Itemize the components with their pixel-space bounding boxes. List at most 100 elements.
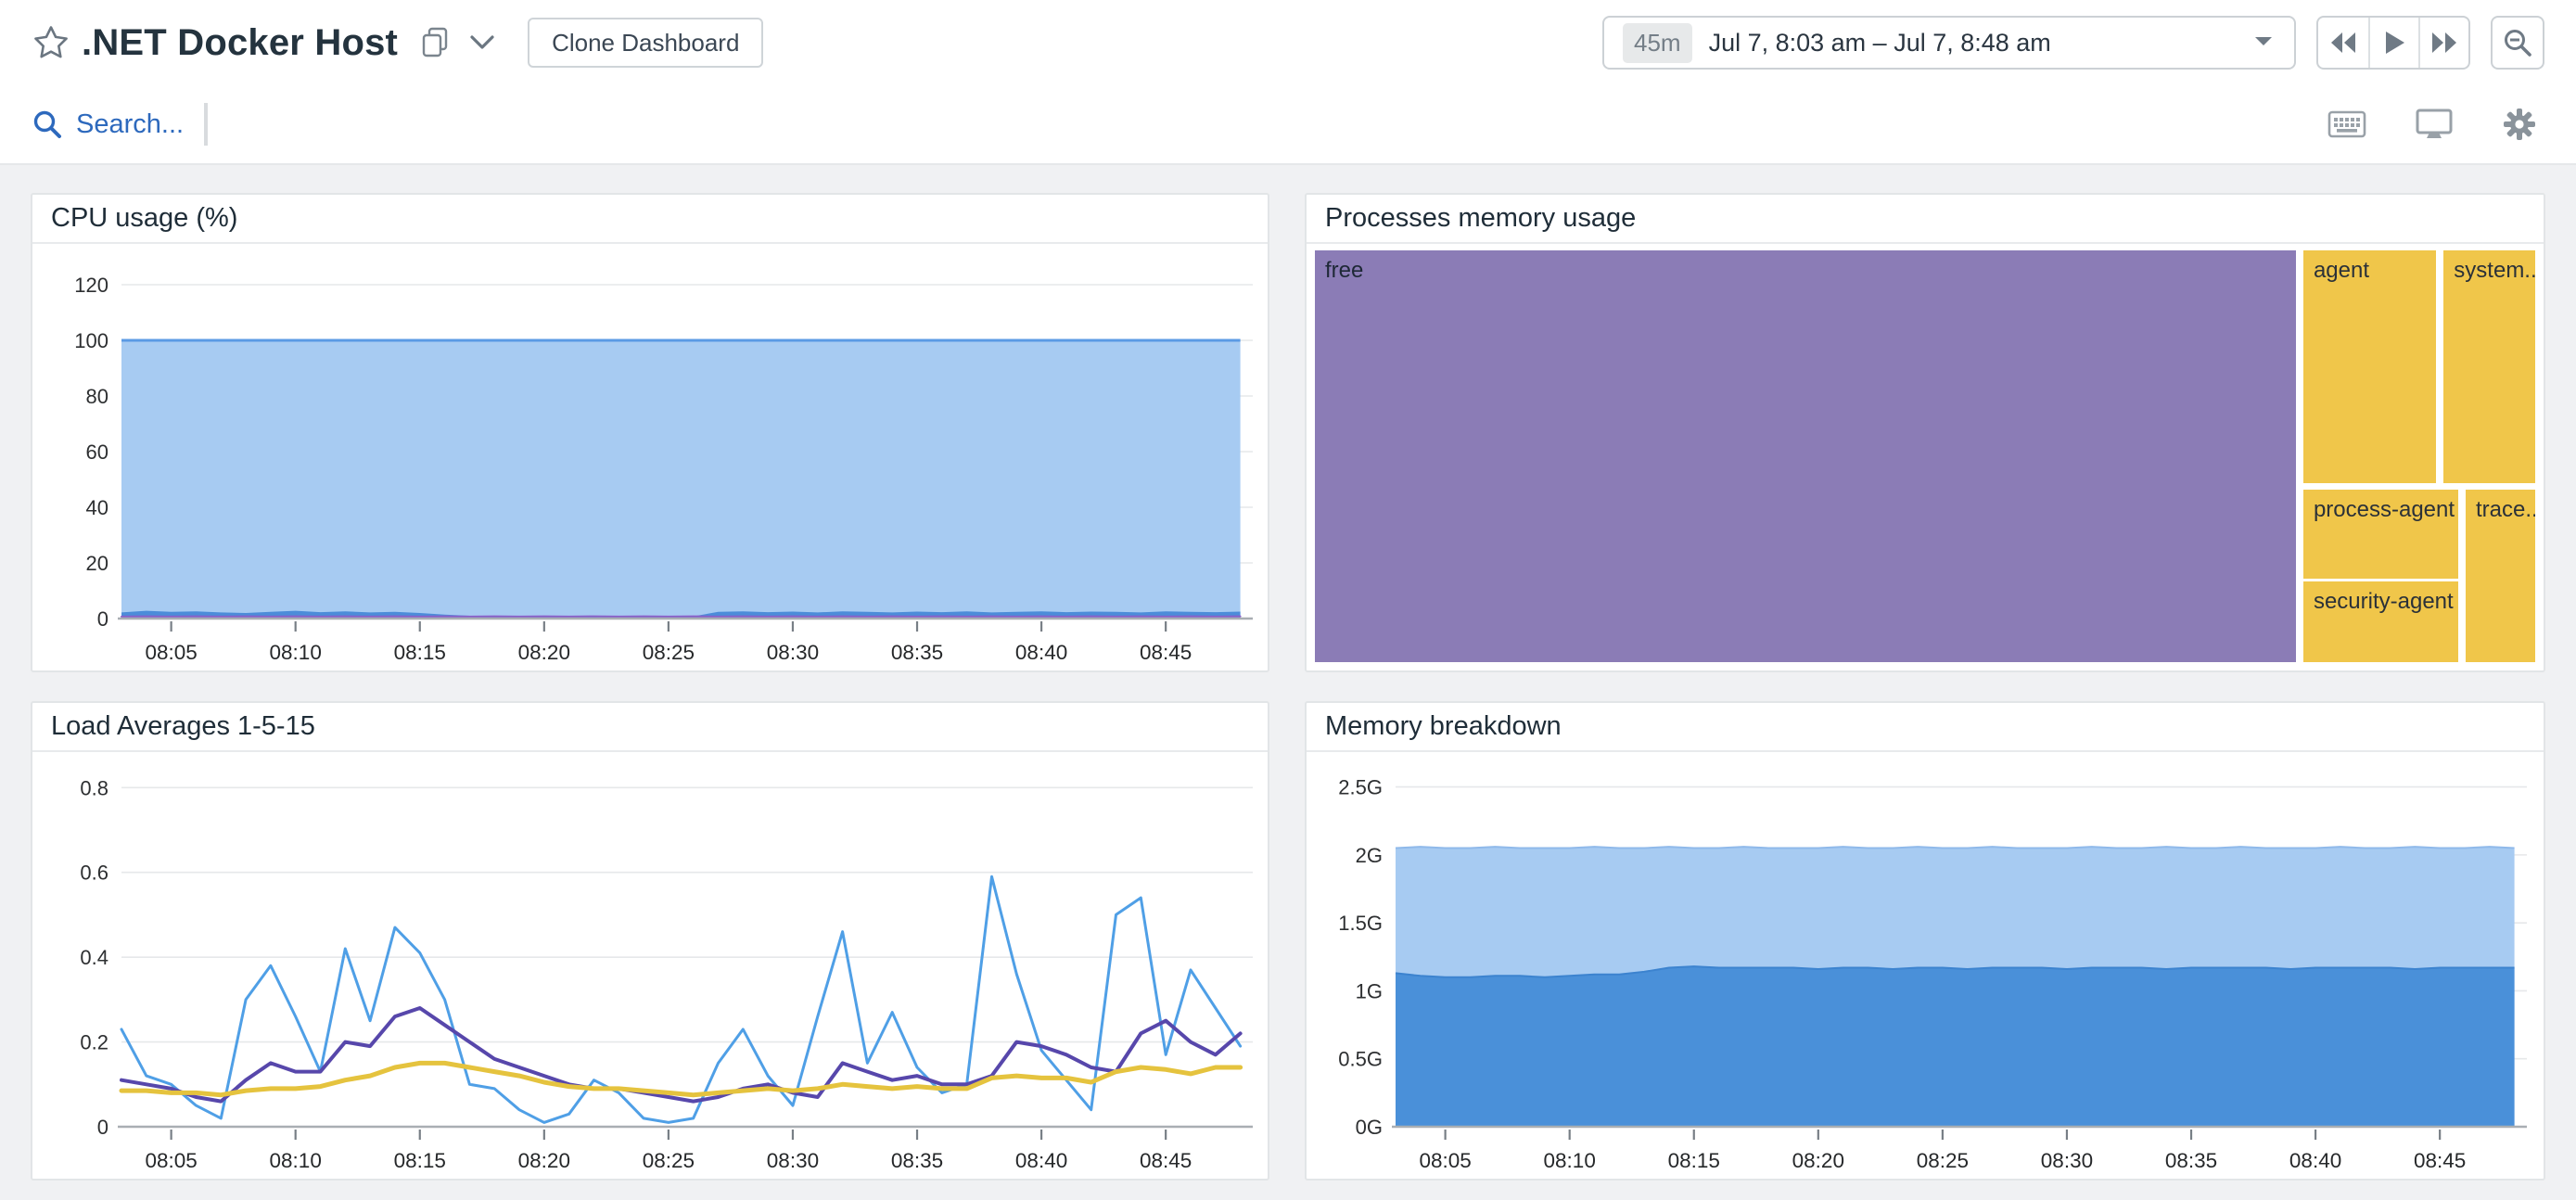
treemap-block-agent[interactable]: agent	[2302, 250, 2437, 483]
fast-forward-icon	[2432, 32, 2456, 53]
svg-text:08:15: 08:15	[394, 1149, 446, 1172]
svg-text:0: 0	[97, 1116, 108, 1139]
svg-text:0.4: 0.4	[80, 946, 108, 969]
time-nav-group	[2316, 16, 2470, 70]
treemap-block-label: free	[1325, 258, 1364, 283]
treemap-container: free agent system... process-agent trace... s…	[1315, 250, 2535, 662]
svg-text:1.5G: 1.5G	[1338, 912, 1383, 935]
treemap-block-label: trace...	[2475, 496, 2535, 522]
svg-text:08:20: 08:20	[518, 1149, 570, 1172]
search-input[interactable]: Search...	[32, 103, 209, 146]
rewind-icon	[2331, 32, 2355, 53]
copy-title-button[interactable]	[418, 24, 453, 61]
toolbar-row: Search...	[0, 85, 2576, 165]
star-icon	[34, 26, 68, 58]
keyboard-icon	[2327, 110, 2366, 138]
svg-text:08:30: 08:30	[2041, 1149, 2093, 1172]
top-bar: .NET Docker Host Clone Dashboard 45m Jul…	[0, 0, 2576, 165]
treemap-block-trace[interactable]: trace...	[2465, 489, 2535, 662]
svg-text:1G: 1G	[1356, 979, 1383, 1002]
svg-text:100: 100	[74, 329, 108, 352]
svg-text:60: 60	[86, 440, 108, 464]
time-range-select[interactable]: 45m Jul 7, 8:03 am – Jul 7, 8:48 am	[1602, 16, 2296, 70]
panel-title-memory: Memory breakdown	[1325, 711, 1562, 741]
svg-text:08:20: 08:20	[518, 641, 570, 664]
search-placeholder: Search...	[76, 109, 185, 139]
panel-processes-memory: Processes memory usage free agent system..…	[1305, 193, 2545, 672]
panel-header: CPU usage (%)	[32, 195, 1268, 244]
treemap-block-security-agent[interactable]: security-agent	[2302, 581, 2459, 662]
cpu-usage-chart[interactable]: 0 20 40 60 80 100 120 08:05 08:10 08:15 08:20 08:25…	[32, 244, 1268, 670]
svg-text:0: 0	[97, 607, 108, 631]
search-cursor-divider	[204, 103, 209, 146]
zoom-out-icon	[2505, 30, 2531, 57]
time-range-badge: 45m	[1623, 22, 1692, 63]
treemap-block-label: agent	[2313, 258, 2370, 283]
svg-text:08:40: 08:40	[1015, 641, 1067, 664]
svg-text:08:15: 08:15	[1668, 1149, 1720, 1172]
svg-text:08:05: 08:05	[145, 641, 197, 664]
svg-text:08:35: 08:35	[891, 1149, 943, 1172]
panel-cpu-usage: CPU usage (%) 0 20 40 60 80 100 120 08:05 08:10 0…	[31, 193, 1269, 672]
play-icon	[2386, 32, 2404, 54]
time-play-button[interactable]	[2368, 18, 2418, 68]
treemap-block-label: system...	[2454, 258, 2535, 283]
treemap-block-free[interactable]: free	[1315, 250, 2297, 662]
toolbar-icons	[2320, 107, 2544, 142]
copy-icon	[422, 27, 448, 57]
caret-down-icon	[2251, 32, 2276, 54]
dashboard-grid: CPU usage (%) 0 20 40 60 80 100 120 08:05 08:10 0…	[0, 165, 2576, 1200]
svg-text:08:35: 08:35	[891, 641, 943, 664]
page-title: .NET Docker Host	[82, 21, 399, 63]
title-menu-button[interactable]	[468, 33, 496, 52]
processes-treemap[interactable]: free agent system... process-agent trace... s…	[1307, 244, 2544, 670]
svg-text:08:30: 08:30	[767, 1149, 819, 1172]
svg-text:08:10: 08:10	[270, 1149, 322, 1172]
treemap-block-label: process-agent	[2313, 496, 2455, 522]
svg-text:80: 80	[86, 385, 108, 408]
svg-text:0G: 0G	[1356, 1116, 1383, 1139]
panel-header: Load Averages 1-5-15	[32, 703, 1268, 752]
panel-title-processes: Processes memory usage	[1325, 203, 1637, 233]
favorite-star-button[interactable]	[32, 23, 70, 62]
settings-button[interactable]	[2502, 107, 2537, 142]
svg-text:20: 20	[86, 552, 108, 575]
svg-text:2.5G: 2.5G	[1338, 776, 1383, 799]
svg-text:0.5G: 0.5G	[1338, 1048, 1383, 1071]
svg-text:08:15: 08:15	[394, 641, 446, 664]
gear-icon	[2504, 109, 2535, 140]
shortcuts-button[interactable]	[2327, 109, 2366, 139]
monitor-icon	[2416, 109, 2453, 138]
time-backward-button[interactable]	[2318, 18, 2368, 68]
svg-text:2G: 2G	[1356, 844, 1383, 867]
svg-text:08:25: 08:25	[643, 641, 695, 664]
panel-title-load: Load Averages 1-5-15	[51, 711, 315, 741]
svg-text:08:10: 08:10	[270, 641, 322, 664]
search-icon	[33, 110, 61, 138]
load-averages-chart[interactable]: 0 0.2 0.4 0.6 0.8 08:05 08:10 08:15 08:20 08:25 08…	[32, 752, 1268, 1179]
chevron-down-icon	[470, 35, 494, 49]
panel-title-cpu: CPU usage (%)	[51, 203, 238, 233]
time-forward-button[interactable]	[2418, 18, 2468, 68]
svg-text:08:45: 08:45	[2414, 1149, 2466, 1172]
time-zoom-out-button[interactable]	[2491, 16, 2544, 70]
svg-text:08:40: 08:40	[1015, 1149, 1067, 1172]
svg-text:08:25: 08:25	[643, 1149, 695, 1172]
svg-text:40: 40	[86, 496, 108, 519]
panel-memory-breakdown: Memory breakdown 0G 0.5G 1G 1.5G 2G 2.5G 08:05…	[1305, 701, 2545, 1181]
svg-text:08:30: 08:30	[767, 641, 819, 664]
panel-header: Memory breakdown	[1307, 703, 2544, 752]
svg-text:0.8: 0.8	[80, 776, 108, 799]
treemap-block-system[interactable]: system...	[2443, 250, 2535, 483]
treemap-block-process-agent[interactable]: process-agent	[2302, 489, 2459, 579]
svg-text:08:45: 08:45	[1140, 641, 1192, 664]
tv-mode-button[interactable]	[2415, 108, 2454, 141]
clone-dashboard-button[interactable]: Clone Dashboard	[528, 18, 764, 68]
svg-text:08:35: 08:35	[2165, 1149, 2217, 1172]
memory-breakdown-chart[interactable]: 0G 0.5G 1G 1.5G 2G 2.5G 08:05 08:10 08:15 08:20 08…	[1307, 752, 2544, 1179]
time-range-label: Jul 7, 8:03 am – Jul 7, 8:48 am	[1708, 28, 2051, 57]
svg-text:0.6: 0.6	[80, 862, 108, 885]
title-row: .NET Docker Host Clone Dashboard 45m Jul…	[0, 0, 2576, 85]
svg-text:08:40: 08:40	[2289, 1149, 2341, 1172]
svg-text:08:45: 08:45	[1140, 1149, 1192, 1172]
